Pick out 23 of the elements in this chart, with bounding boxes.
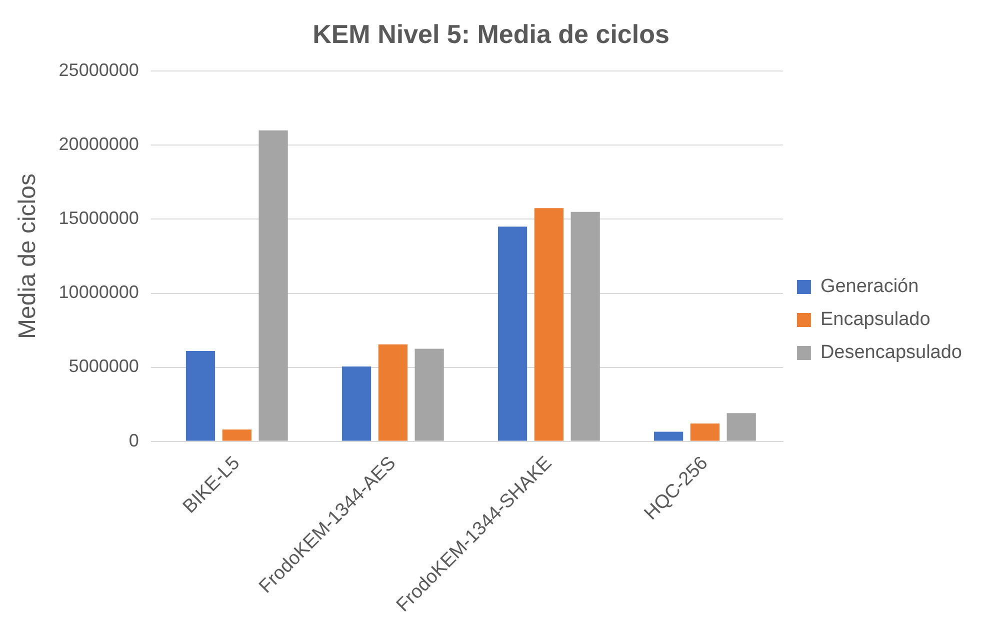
y-tick-label: 0 [128, 430, 139, 450]
legend-label: Encapsulado [820, 309, 930, 330]
bar [654, 432, 684, 441]
y-tick-label: 20000000 [58, 134, 139, 154]
bar [378, 344, 408, 441]
y-tick-label: 15000000 [58, 208, 139, 228]
bar [690, 424, 720, 441]
bar [570, 212, 600, 441]
bar [222, 429, 252, 441]
bar [498, 226, 528, 441]
y-tick-label: 5000000 [68, 356, 139, 376]
legend-label: Desencapsulado [820, 342, 962, 364]
chart-title: KEM Nivel 5: Media de ciclos [312, 18, 670, 49]
bar [342, 366, 372, 441]
y-axis-title: Media de ciclos [14, 174, 42, 339]
y-tick-label: 10000000 [58, 282, 139, 302]
bar [726, 413, 756, 441]
bar [414, 348, 444, 441]
bar [534, 208, 564, 441]
legend-label: Generación [820, 276, 919, 298]
bar [186, 350, 216, 441]
bar [258, 130, 288, 441]
y-tick-label: 25000000 [58, 60, 139, 80]
